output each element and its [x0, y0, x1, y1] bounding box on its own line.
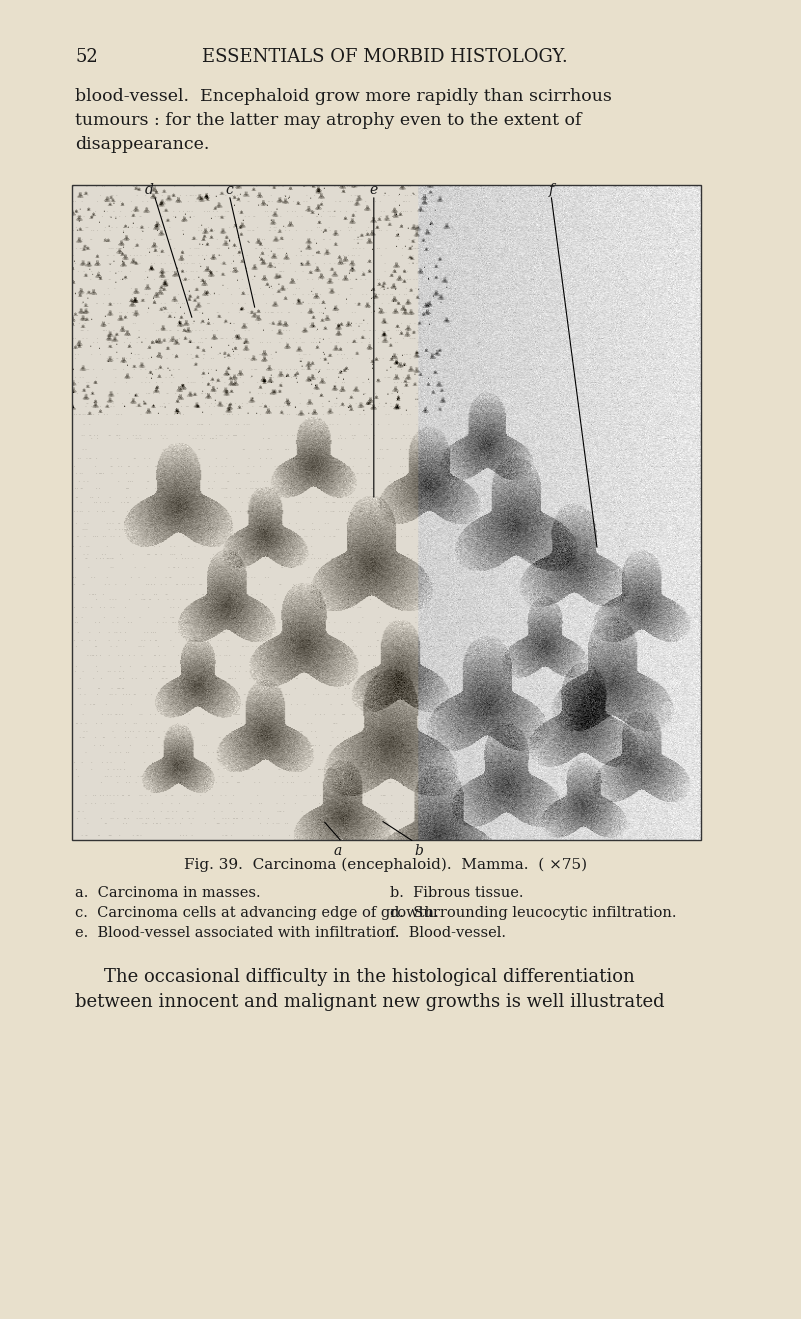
Bar: [72, 185, 702, 840]
Text: f.  Blood-vessel.: f. Blood-vessel.: [390, 926, 506, 940]
Text: a: a: [333, 844, 341, 857]
Text: c: c: [225, 183, 233, 197]
Text: The occasional difficulty in the histological differentiation: The occasional difficulty in the histolo…: [104, 968, 635, 987]
Text: ESSENTIALS OF MORBID HISTOLOGY.: ESSENTIALS OF MORBID HISTOLOGY.: [203, 47, 568, 66]
Text: f: f: [549, 183, 553, 197]
Text: between innocent and malignant new growths is well illustrated: between innocent and malignant new growt…: [75, 993, 665, 1010]
Text: disappearance.: disappearance.: [75, 136, 210, 153]
Text: e.  Blood-vessel associated with infiltration.: e. Blood-vessel associated with infiltra…: [75, 926, 400, 940]
Text: b: b: [415, 844, 424, 857]
Text: Fig. 39.  Carcinoma (encephaloid).  Mamma.  ( ×75): Fig. 39. Carcinoma (encephaloid). Mamma.…: [183, 857, 587, 872]
Text: tumours : for the latter may atrophy even to the extent of: tumours : for the latter may atrophy eve…: [75, 112, 582, 129]
Text: a.  Carcinoma in masses.: a. Carcinoma in masses.: [75, 886, 261, 900]
Text: c.  Carcinoma cells at advancing edge of growth.: c. Carcinoma cells at advancing edge of …: [75, 906, 439, 919]
Text: 52: 52: [75, 47, 98, 66]
Text: b.  Fibrous tissue.: b. Fibrous tissue.: [390, 886, 524, 900]
Text: e: e: [370, 183, 378, 197]
Text: d.  Surrounding leucocytic infiltration.: d. Surrounding leucocytic infiltration.: [390, 906, 677, 919]
Text: blood-vessel.  Encephaloid grow more rapidly than scirrhous: blood-vessel. Encephaloid grow more rapi…: [75, 88, 612, 106]
Text: d: d: [145, 183, 154, 197]
